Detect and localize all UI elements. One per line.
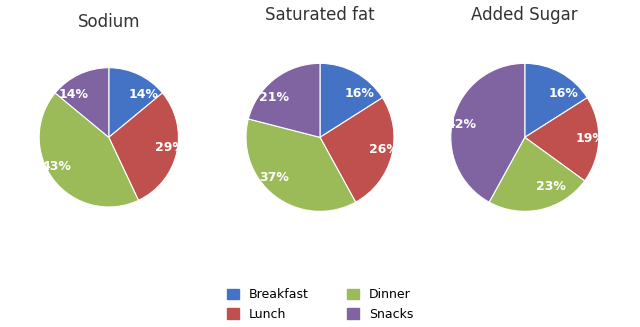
Wedge shape <box>489 137 585 211</box>
Text: 23%: 23% <box>536 180 566 193</box>
Text: 14%: 14% <box>129 88 159 101</box>
Wedge shape <box>248 63 320 137</box>
Wedge shape <box>451 63 525 202</box>
Text: 42%: 42% <box>446 118 476 131</box>
Wedge shape <box>525 63 588 137</box>
Text: 19%: 19% <box>575 132 605 146</box>
Title: Added Sugar: Added Sugar <box>472 6 578 24</box>
Title: Sodium: Sodium <box>77 13 140 31</box>
Wedge shape <box>320 98 394 202</box>
Text: 16%: 16% <box>344 87 374 100</box>
Text: 26%: 26% <box>369 143 399 156</box>
Wedge shape <box>320 63 383 137</box>
Text: 37%: 37% <box>259 171 289 183</box>
Text: 29%: 29% <box>155 141 185 154</box>
Text: 43%: 43% <box>42 160 72 173</box>
Title: Saturated fat: Saturated fat <box>265 6 375 24</box>
Text: 14%: 14% <box>59 88 88 101</box>
Wedge shape <box>39 93 138 207</box>
Wedge shape <box>525 98 599 181</box>
Wedge shape <box>55 68 109 137</box>
Wedge shape <box>109 93 179 200</box>
Legend: Breakfast, Lunch, Dinner, Snacks: Breakfast, Lunch, Dinner, Snacks <box>227 288 413 321</box>
Text: 21%: 21% <box>259 91 289 104</box>
Wedge shape <box>246 119 356 211</box>
Wedge shape <box>109 68 163 137</box>
Text: 16%: 16% <box>549 87 579 100</box>
